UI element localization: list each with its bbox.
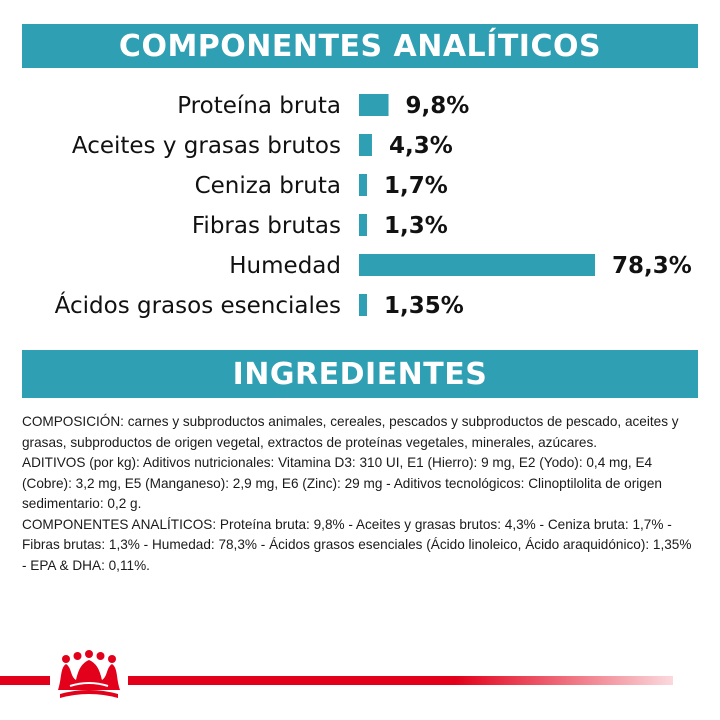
value-label: 1,3% [384,213,448,239]
value-label: 9,8% [406,93,470,119]
value-label: 1,35% [384,293,464,319]
category-label: Fibras brutas [192,213,341,239]
crown-icon [58,650,120,698]
bar [359,94,389,116]
ingredients-title-banner: INGREDIENTES [22,350,698,398]
category-label: Ceniza bruta [195,173,341,199]
category-label: Ácidos grasos esenciales [55,291,341,319]
bar [359,294,367,316]
footer-line-right [128,676,673,685]
ingredients-text: COMPOSICIÓN: carnes y subproductos anima… [22,414,692,573]
value-label: 1,7% [384,173,448,199]
bar [359,214,367,236]
category-label: Humedad [229,253,341,279]
footer-line-left [0,676,50,685]
bar [359,134,372,156]
analytics-bar-chart: Proteína bruta 9,8% Aceites y grasas bruto… [55,93,692,319]
bar [359,174,367,196]
analytics-title-banner: COMPONENTES ANALÍTICOS [22,24,698,68]
category-label: Proteína bruta [177,93,341,119]
bar [359,254,595,276]
category-label: Aceites y grasas brutos [72,133,341,159]
value-label: 4,3% [389,133,453,159]
value-label: 78,3% [612,253,692,279]
